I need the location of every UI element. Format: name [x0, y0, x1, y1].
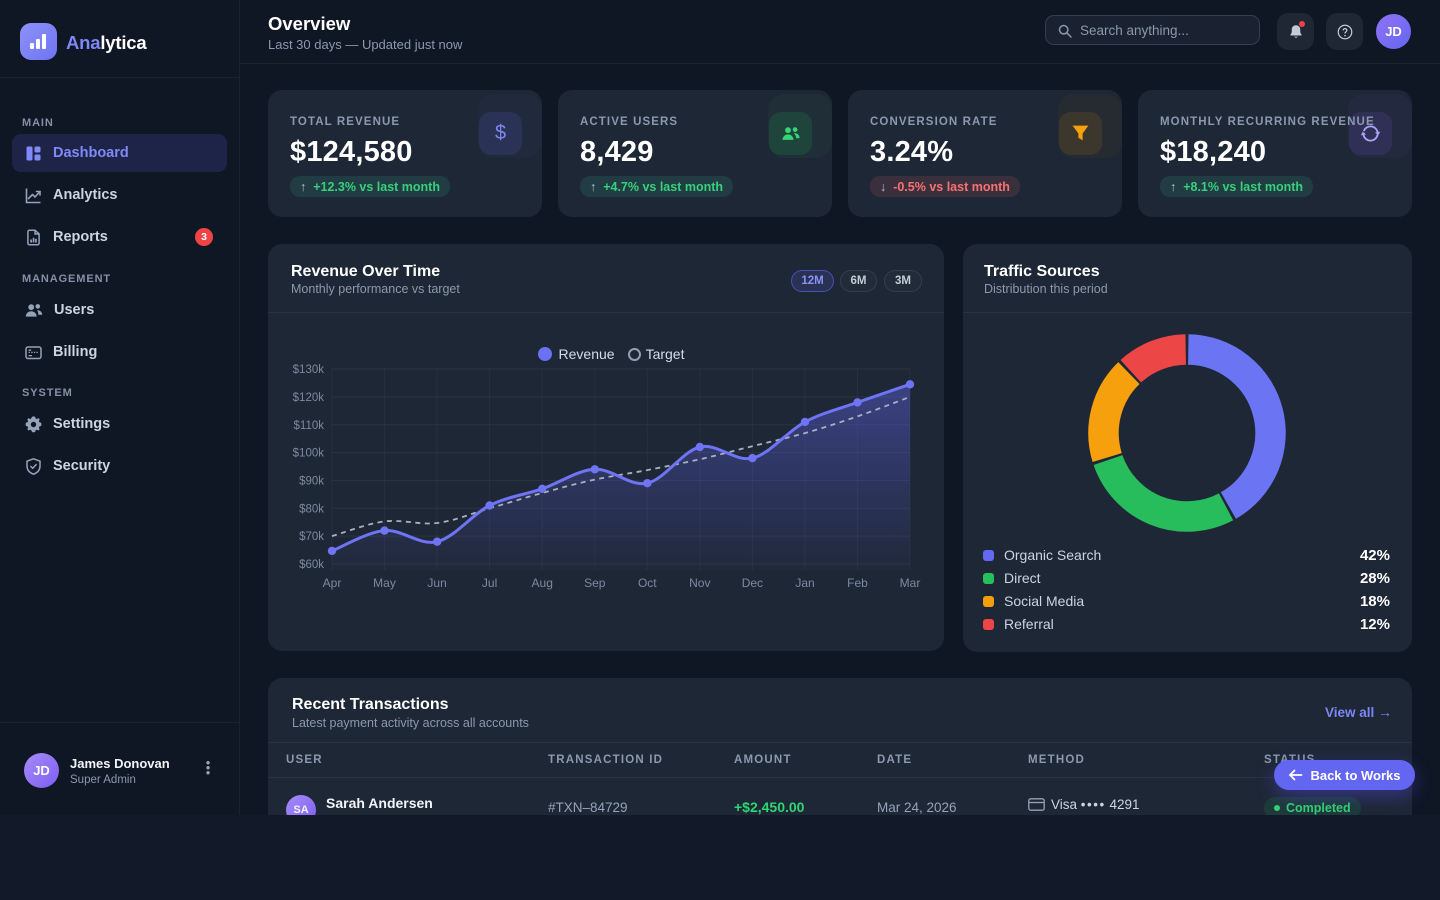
svg-text:Dec: Dec [742, 576, 763, 590]
svg-text:$90k: $90k [299, 476, 324, 488]
svg-text:Apr: Apr [323, 576, 342, 590]
svg-text:$120k: $120k [293, 392, 325, 404]
svg-text:Jul: Jul [482, 576, 497, 590]
svg-text:$70k: $70k [299, 531, 324, 543]
svg-text:Aug: Aug [532, 576, 553, 590]
svg-text:$100k: $100k [293, 448, 325, 460]
svg-text:May: May [373, 576, 396, 590]
svg-text:Jan: Jan [795, 576, 814, 590]
svg-text:Sep: Sep [584, 576, 606, 590]
svg-text:Feb: Feb [847, 576, 868, 590]
svg-text:$110k: $110k [294, 420, 325, 432]
svg-text:$80k: $80k [299, 504, 324, 516]
svg-text:Nov: Nov [689, 576, 710, 590]
svg-text:$60k: $60k [299, 559, 324, 571]
svg-text:Jun: Jun [427, 576, 446, 590]
svg-text:Mar: Mar [900, 576, 921, 590]
svg-text:Oct: Oct [638, 576, 657, 590]
svg-text:$130k: $130k [293, 364, 325, 376]
